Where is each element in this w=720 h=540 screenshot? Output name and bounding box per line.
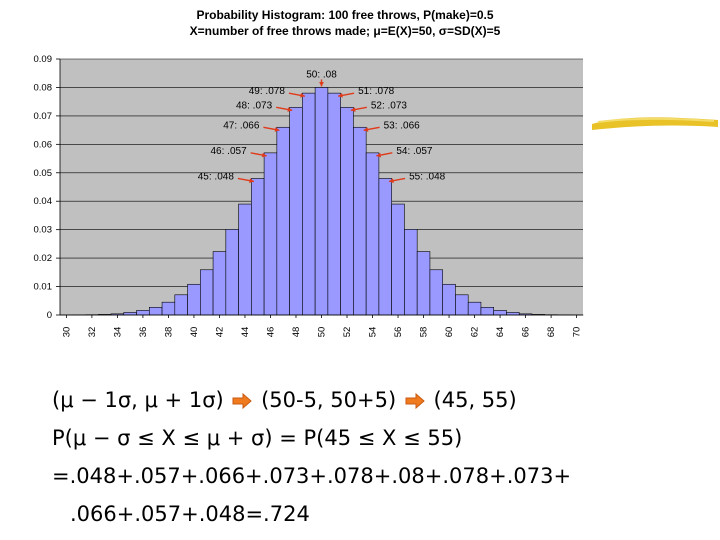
y-tick-label: 0.03 [34,225,53,236]
histogram-bar [353,126,367,316]
histogram-bar [416,251,431,316]
histogram-bar [442,283,456,316]
histogram-bar [467,301,482,316]
histogram-bar [148,307,163,316]
chart-title-line-2: X=number of free throws made; μ=E(X)=50,… [190,24,501,38]
right-arrow-icon [405,393,425,409]
annotation-label: 55: .048 [409,171,446,182]
x-tick-label: 42 [214,327,225,338]
annotation-label: 51: .078 [358,86,395,97]
annotation-arrowhead [261,152,267,158]
annotation-label: 54: .057 [396,146,433,157]
histogram-bar [161,301,176,316]
histogram-bar [289,107,303,316]
x-tick-label: 32 [87,327,98,338]
chart-title-line-1: Probability Histogram: 100 free throws, … [196,8,493,22]
formula-line-1: (μ − 1σ, μ + 1σ) (50-5, 50+5) (45, 55) [52,386,517,414]
y-tick-label: 0.04 [34,196,53,207]
formula-interval-result: (45, 55) [433,388,517,412]
formula-interval-numeric: (50-5, 50+5) [261,388,397,412]
y-tick-label: 0.05 [34,168,53,179]
y-tick-label: 0.08 [34,82,53,93]
histogram-bar [455,294,469,316]
annotation-arrowhead [274,127,280,132]
annotation-arrowhead [300,92,305,98]
bar-annotations: 45: .048 46: .057 47: .066 48: .073 49: .078… [198,69,446,184]
annotation-label: 48: .073 [236,100,273,111]
x-tick-label: 36 [138,327,149,338]
annotation-label: 53: .066 [384,120,421,131]
annotation-label: 45: .048 [198,171,235,182]
x-tick-label: 40 [189,327,200,338]
histogram-bar [225,229,239,316]
x-tick-label: 30 [61,327,72,338]
histogram-bar [238,203,252,316]
formula-line-3: =.048+.057+.066+.073+.078+.08+.078+.073+ [52,464,572,488]
bars [59,87,584,316]
annotation-arrowhead [249,178,254,184]
highlighter-stroke [592,117,718,130]
x-tick-label: 60 [444,327,455,338]
histogram-bar [263,152,278,316]
annotation-label: 46: .057 [210,146,247,157]
y-tick-label: 0.02 [34,253,53,264]
x-tick-label: 62 [470,327,481,338]
formula-line-2: P(μ − σ ≤ X ≤ μ + σ) = P(45 ≤ X ≤ 55) [52,426,463,450]
annotation-arrowhead [338,92,343,98]
histogram-bar [276,126,290,316]
annotation-label: 49: .078 [249,86,286,97]
right-arrow-icon [232,393,253,409]
histogram-bar [200,269,214,316]
annotation-arrowhead [287,107,293,112]
x-tick-label: 64 [495,327,506,338]
probability-histogram: Probability Histogram: 100 free throws, … [33,8,584,338]
histogram-bar [378,178,392,316]
histogram-bar [327,92,341,316]
x-tick-label: 56 [393,327,404,338]
histogram-bar [340,107,354,316]
histogram-bar [136,310,150,316]
y-tick-label: 0.07 [34,111,53,122]
x-tick-label: 52 [342,327,353,338]
x-tick-label: 54 [368,327,379,338]
annotation-arrowhead [319,82,324,87]
histogram-bar [480,307,495,316]
annotation-label: 52: .073 [371,100,408,111]
annotation-label: 50: .08 [306,69,337,80]
annotation-arrowhead [350,107,356,112]
histogram-bar [404,229,418,316]
x-tick-label: 68 [546,327,557,338]
x-tick-label: 38 [163,327,174,338]
histogram-bar [391,203,405,316]
annotation-label: 47: .066 [223,120,260,131]
x-tick-label: 48 [291,327,302,338]
annotation-arrowhead [376,152,382,158]
histogram-bar [493,310,507,316]
annotation-arrowhead [363,127,369,132]
x-tick-label: 50 [317,327,328,338]
x-axis-ticks: 30 32 34 36 38 40 42 44 46 48 50 52 54 56 58 60 62 64 66 68… [61,315,583,338]
y-tick-label: 0.01 [34,282,53,293]
histogram-bar [365,152,380,316]
histogram-bar [429,269,443,316]
annotation-arrowhead [389,178,394,184]
x-tick-label: 44 [240,327,251,338]
histogram-bar [302,92,316,316]
y-tick-label: 0.06 [34,139,53,150]
histogram-bar [187,283,201,316]
histogram-bar [174,294,188,316]
x-tick-label: 58 [419,327,430,338]
y-tick-label: 0 [47,310,52,321]
x-tick-label: 46 [265,327,276,338]
x-tick-label: 66 [521,327,532,338]
formula-interval-symbolic: (μ − 1σ, μ + 1σ) [52,388,224,412]
histogram-bar [212,251,227,316]
histogram-bar [251,178,265,316]
formula-line-4: .066+.057+.048=.724 [70,502,310,526]
y-tick-label: 0.09 [34,54,53,65]
histogram-bar [314,87,329,316]
x-tick-label: 34 [112,327,123,338]
x-tick-label: 70 [572,327,583,338]
